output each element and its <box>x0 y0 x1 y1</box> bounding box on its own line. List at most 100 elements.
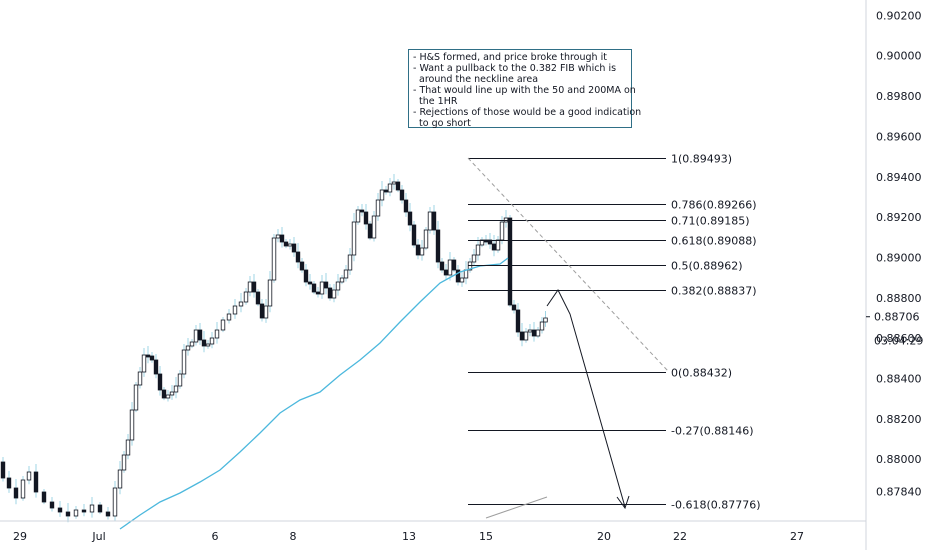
note-line: to go short <box>413 118 471 129</box>
small-trend-line[interactable] <box>485 496 548 519</box>
candle-body <box>271 237 277 281</box>
candle-body <box>523 331 529 341</box>
candle-body <box>535 329 541 337</box>
candle-body <box>201 339 207 347</box>
price-tick-label: 0.88000 <box>876 453 922 466</box>
time-tick-label: 8 <box>290 530 297 543</box>
candle-body <box>527 329 533 333</box>
candle-body <box>6 477 12 489</box>
fib-level-label: 0.71(0.89185) <box>671 215 750 228</box>
price-tick-label: 0.89000 <box>876 251 922 264</box>
fib-level-label: 0.382(0.88837) <box>671 285 757 298</box>
candle-body <box>519 331 525 341</box>
fib-level-label: -0.618(0.87776) <box>671 499 761 512</box>
time-tick-label: 6 <box>212 530 219 543</box>
candle-body <box>220 319 226 331</box>
candle-body <box>279 234 285 243</box>
fib-level-label: 0(0.88432) <box>671 367 732 380</box>
price-tick-label: 0.89400 <box>876 171 922 184</box>
candle-body <box>226 313 232 321</box>
candle-body <box>161 389 167 399</box>
candle-body <box>232 305 238 315</box>
candle-body <box>177 373 183 387</box>
fib-level-label: 0.618(0.89088) <box>671 235 757 248</box>
time-tick-label: 22 <box>673 530 687 543</box>
candle-body <box>335 281 341 291</box>
candle-body <box>375 199 381 217</box>
time-tick-label: 13 <box>402 530 416 543</box>
candle-body <box>89 504 95 513</box>
price-tick-label: 0.87840 <box>876 485 922 498</box>
analysis-note[interactable]: - H&S formed, and price broke through it… <box>408 49 642 129</box>
note-line: the 1HR <box>413 96 458 107</box>
candle-body <box>311 283 317 293</box>
candle-body <box>507 217 513 306</box>
candle-body <box>81 509 87 513</box>
projection-arrow-path[interactable] <box>546 289 626 508</box>
candle-body <box>435 229 441 263</box>
time-axis[interactable]: 29 Jul 6 8 13 15 20 22 27 <box>0 520 866 543</box>
candle-body <box>327 287 333 299</box>
candle-body <box>57 507 63 513</box>
candle-body <box>243 291 249 303</box>
candle-body <box>423 229 429 249</box>
candle-body <box>455 269 461 283</box>
candle-body <box>515 309 521 333</box>
candle-body <box>73 509 79 517</box>
time-tick-label: 20 <box>597 530 611 543</box>
candle-body <box>137 371 143 386</box>
candle-body <box>145 354 151 358</box>
candle-body <box>383 189 389 193</box>
candle-body <box>251 281 257 293</box>
candle-body <box>491 243 497 251</box>
price-tick-label: 0.90000 <box>876 50 922 63</box>
time-tick-label: 29 <box>13 530 27 543</box>
price-axis[interactable]: 0.90200 0.90000 0.89800 0.89600 0.89400 0.892… <box>865 0 923 550</box>
candle-body <box>149 355 155 361</box>
candle-body <box>531 329 537 337</box>
candle-body <box>359 209 365 213</box>
candle-body <box>343 269 349 279</box>
candle-body <box>499 221 505 241</box>
candle-body <box>295 251 301 263</box>
candle-body <box>97 504 103 513</box>
candle-body <box>263 305 269 319</box>
candle-body <box>403 199 409 213</box>
candle-body <box>291 243 297 253</box>
candle-body <box>471 254 477 263</box>
moving-average <box>119 257 509 530</box>
candle-body <box>49 501 55 509</box>
price-tick-label: 0.88400 <box>876 372 922 385</box>
fibonacci-levels[interactable]: 1(0.89493) 0.786(0.89266) 0.71(0.89185) 0.6… <box>468 153 761 512</box>
candle-body <box>125 439 131 456</box>
candle-body <box>267 279 273 307</box>
candle-body <box>247 281 253 293</box>
last-price-label: 0.88706 <box>874 311 920 324</box>
candle-body <box>169 391 175 396</box>
candle-body <box>255 291 261 305</box>
candle-body <box>214 329 220 339</box>
candle-body <box>133 384 139 411</box>
candle-body <box>367 223 373 239</box>
candle-body <box>543 317 548 323</box>
candle-body <box>173 385 179 393</box>
candle-body <box>323 281 329 289</box>
price-tick-label: 0.89600 <box>876 130 922 143</box>
candle-body <box>13 487 19 499</box>
candle-body <box>307 281 313 285</box>
price-tick-label: 0.89200 <box>876 211 922 224</box>
price-tick-label: 0.89800 <box>876 90 922 103</box>
candle-body <box>287 243 293 247</box>
note-line: - Rejections of those would be a good in… <box>413 107 642 118</box>
candlestick-series <box>0 174 548 523</box>
candle-body <box>399 189 405 201</box>
time-tick-label: 15 <box>479 530 493 543</box>
candle-body <box>387 183 393 193</box>
candle-body <box>238 301 244 307</box>
candle-body <box>331 289 337 299</box>
candle-body <box>363 211 369 225</box>
drawings[interactable] <box>467 157 669 519</box>
fib-level-label: -0.27(0.88146) <box>671 425 754 438</box>
candle-body <box>411 224 417 246</box>
